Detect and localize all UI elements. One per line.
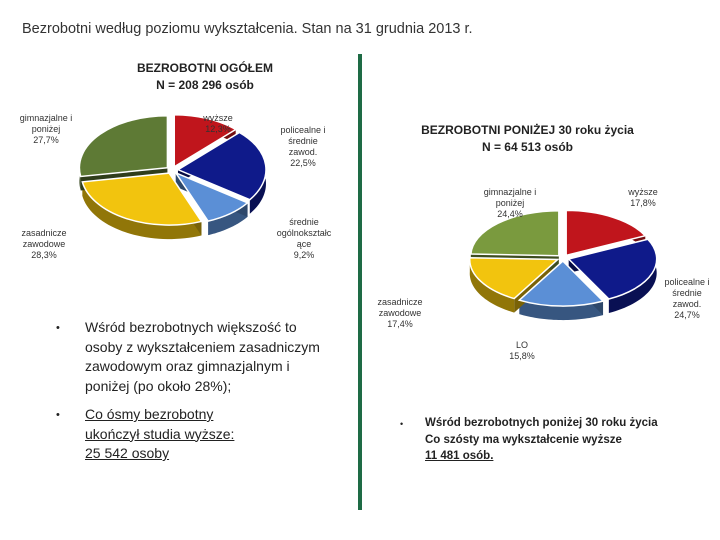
left-bullet-text: Wśród bezrobotnych większość to osoby z … <box>85 319 320 394</box>
left-pie-slice-label: gimnazjalne i poniżej 27,7% <box>20 113 73 145</box>
left-pie-chart: wyższe 12,3% policealne i średnie zawod. 22,5… <box>20 113 332 260</box>
right-pie-slice <box>517 260 605 307</box>
left-pie-slice <box>81 172 203 226</box>
right-bullet-line2: Co szósty ma wykształcenie wyższe <box>425 433 622 446</box>
left-chart-title-line2: N = 208 296 osób <box>156 78 254 92</box>
left-pie-slice <box>173 171 249 222</box>
left-pie-slice-label: wyższe 12,3% <box>202 113 233 134</box>
right-pie-slice <box>470 210 560 257</box>
right-pie-slice-label: zasadnicze zawodowe 17,4% <box>377 297 422 329</box>
left-bullet-text-line3: 25 542 osoby <box>85 445 170 461</box>
left-bullet-text-line1: Co ósmy bezrobotny <box>85 406 214 422</box>
right-chart-title-line1: BEZROBOTNI PONIŻEJ 30 roku życia <box>421 123 634 137</box>
bullet-icon: • <box>400 419 404 429</box>
right-bullet-list: • Wśród bezrobotnych poniżej 30 roku życ… <box>400 415 720 465</box>
left-pie-slice-label: policealne i średnie zawod. 22,5% <box>280 125 325 168</box>
right-pie-slice-label: wyższe 17,8% <box>627 187 658 208</box>
right-pie-chart: wyższe 17,8% policealne i średnie zawod. 24,7… <box>377 187 709 361</box>
left-bullet-item: • Wśród bezrobotnych większość to osoby … <box>56 318 326 396</box>
right-bullet-line3: 11 481 osób. <box>425 450 494 462</box>
right-pie-slice <box>565 209 647 257</box>
right-chart-title: BEZROBOTNI PONIŻEJ 30 roku życia N = 64 … <box>395 122 660 156</box>
right-pie-slice <box>469 256 560 300</box>
right-pie-slice-label: LO 15,8% <box>509 340 535 361</box>
left-pie-slice <box>173 113 238 169</box>
left-chart-title-line1: BEZROBOTNI OGÓŁEM <box>137 61 273 75</box>
left-chart-title: BEZROBOTNI OGÓŁEM N = 208 296 osób <box>100 60 310 94</box>
left-bullet-text-line2: ukończył studia wyższe: <box>85 425 235 442</box>
bullet-icon: • <box>56 322 60 334</box>
bullet-icon: • <box>56 409 60 421</box>
right-pie-slice-label: gimnazjalne i poniżej 24,4% <box>484 187 537 219</box>
left-pie-slice <box>78 114 169 178</box>
right-pie-slice-label: policealne i średnie zawod. 24,7% <box>664 277 709 320</box>
left-bullet-list: • Wśród bezrobotnych większość to osoby … <box>56 318 326 473</box>
page-title: Bezrobotni według poziomu wykształcenia.… <box>22 21 473 37</box>
right-bullet-line1: Wśród bezrobotnych poniżej 30 roku życia <box>425 417 658 429</box>
vertical-divider <box>358 54 362 510</box>
left-bullet-item: • Co ósmy bezrobotny ukończył studia wyż… <box>56 405 326 464</box>
right-chart-title-line2: N = 64 513 osób <box>481 140 574 154</box>
left-pie-slice-label: średnie ogólnokształc ące 9,2% <box>277 217 332 260</box>
right-bullet-item: • Wśród bezrobotnych poniżej 30 roku życ… <box>400 415 720 465</box>
right-pie-slice <box>567 238 658 300</box>
left-pie-slice <box>176 131 267 201</box>
left-pie-slice-label: zasadnicze zawodowe 28,3% <box>21 228 66 260</box>
